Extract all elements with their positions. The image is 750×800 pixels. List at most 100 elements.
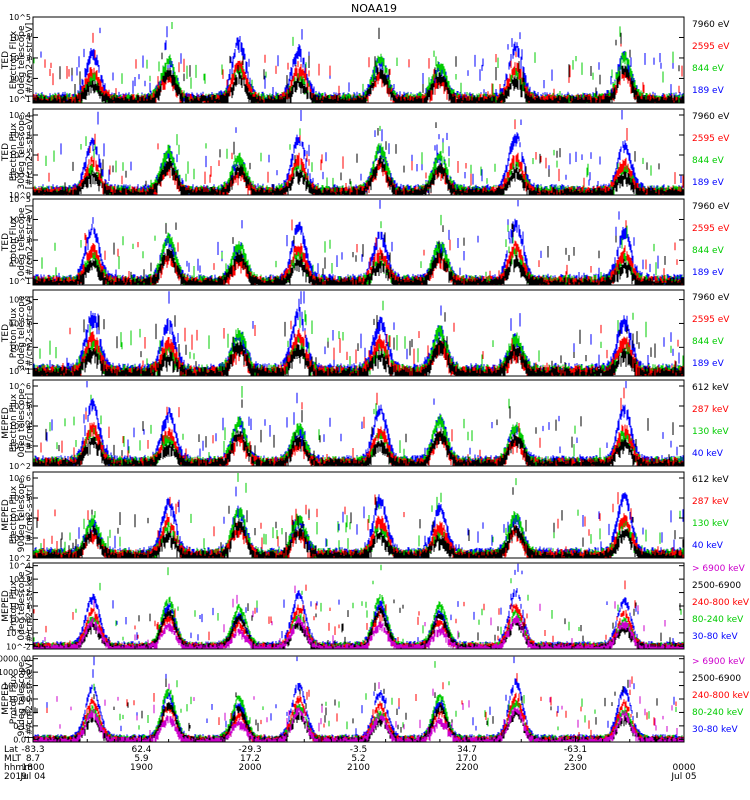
footer-tick-hhmm: 2000 <box>239 763 262 773</box>
panel-frame <box>32 16 685 104</box>
svg-text:Proton Flux: Proton Flux <box>9 216 19 267</box>
series-1-3 <box>33 22 684 103</box>
series-4-3 <box>33 300 684 376</box>
series-8-4 <box>33 661 684 742</box>
footer-tick-date: Jul 04 <box>19 772 45 782</box>
legend-6: 612 keV 287 keV 130 keV 40 keV <box>692 475 729 551</box>
y-tick-label: 10^1 <box>9 602 31 611</box>
legend-entry: 2595 eV <box>692 224 730 234</box>
svg-text:30deg telescope: 30deg telescope <box>17 295 27 370</box>
series-6-2 <box>33 492 684 558</box>
series-7-3 <box>33 580 684 649</box>
legend-entry: 844 eV <box>692 156 725 166</box>
y-tick-label: 0.10 <box>13 722 31 731</box>
y-tick-label: 10^-1 <box>6 629 31 638</box>
y-tick-label: 10^2 <box>9 554 31 563</box>
svg-text:TED: TED <box>1 143 11 162</box>
series-7-1 <box>33 585 684 649</box>
svg-text:MEPED: MEPED <box>1 499 11 531</box>
series-6-1 <box>33 487 684 558</box>
panel-8: 0.010.101.0010.00100.001000.0010000.00ME… <box>0 655 750 745</box>
series-3-1 <box>33 222 684 285</box>
legend-2: 7960 eV 2595 eV 844 eV 189 eV <box>692 112 730 188</box>
y-tick-label: 10^2 <box>9 74 31 83</box>
svg-text:0deg telescope: 0deg telescope <box>17 571 27 641</box>
y-tick-label: 10^5 <box>9 195 31 204</box>
y-tick-label: 100.00 <box>3 682 31 691</box>
footer-tick-date: Jul 05 <box>670 772 696 782</box>
y-tick-label: 10^2 <box>9 151 31 160</box>
svg-text:[#/cm2-s-str-keV]: [#/cm2-s-str-keV] <box>25 659 35 738</box>
y-tick-label: 10^6 <box>9 382 31 391</box>
series-1-2 <box>33 32 684 103</box>
y-tick-label: 10^3 <box>9 131 31 140</box>
svg-text:TED: TED <box>1 233 11 252</box>
y-tick-label: 10^2 <box>9 589 31 598</box>
series-6-3 <box>33 473 684 558</box>
footer-row-label: 2019 <box>4 772 27 782</box>
y-tick-label: 10^4 <box>9 422 31 431</box>
footer-row-label: MLT <box>4 754 22 764</box>
legend-entry: > 6900 keV <box>692 657 746 667</box>
footer-tick-mlt: 17.2 <box>240 754 260 764</box>
y-tick-label: 10000.00 <box>0 655 31 664</box>
y-tick-label: 1.00 <box>13 708 31 717</box>
legend-5: 612 keV 287 keV 130 keV 40 keV <box>692 383 729 459</box>
svg-text:Electron Flux: Electron Flux <box>9 30 19 89</box>
legend-entry: 189 eV <box>692 359 725 369</box>
legend-7: > 6900 keV 2500-6900 240-800 keV 80-240 keV… <box>692 564 750 642</box>
svg-text:TED: TED <box>1 51 11 70</box>
legend-entry: 612 keV <box>692 475 729 485</box>
svg-text:0deg telescope: 0deg telescope <box>17 207 27 277</box>
series-2-1 <box>33 122 684 195</box>
y-tick-label: 10^6 <box>9 474 31 483</box>
svg-text:Electron Flux: Electron Flux <box>9 122 19 181</box>
legend-entry: 844 eV <box>692 246 725 256</box>
y-tick-label: 10^4 <box>9 33 31 42</box>
footer-tick-hhmm: 2100 <box>347 763 370 773</box>
y-tick-label: 10^2 <box>9 256 31 265</box>
series-5-4 <box>33 381 684 466</box>
y-tick-label: 10^3 <box>9 319 31 328</box>
svg-text:MEPED: MEPED <box>1 407 11 439</box>
panel-frame <box>32 289 685 377</box>
legend-entry: 130 keV <box>692 427 729 437</box>
footer-tick-lat: 62.4 <box>131 745 151 755</box>
svg-text:90deg telescope: 90deg telescope <box>17 661 27 736</box>
svg-text:TED: TED <box>1 324 11 343</box>
svg-text:MEPED: MEPED <box>1 683 11 715</box>
legend-entry: 30-80 keV <box>692 632 738 642</box>
y-tick-label: 10^4 <box>9 514 31 523</box>
footer-tick-lat: -3.5 <box>350 745 368 755</box>
panel-frame <box>32 198 685 286</box>
y-tick-label: 10^-2 <box>6 642 31 651</box>
legend-entry: 80-240 keV <box>692 708 744 718</box>
plot-title: NOAA19 <box>351 2 397 15</box>
y-tick-label: 10^3 <box>9 575 31 584</box>
y-tick-label: 10^4 <box>9 296 31 305</box>
legend-entry: 2500-6900 <box>692 581 741 591</box>
legend-entry: 2595 eV <box>692 134 730 144</box>
y-tick-label: 10^3 <box>9 54 31 63</box>
legend-entry: 240-800 keV <box>692 598 750 608</box>
panel-frame <box>32 655 685 743</box>
legend-entry: 189 eV <box>692 178 725 188</box>
svg-text:Proton Flux: Proton Flux <box>9 307 19 358</box>
footer-tick-mlt: 5.2 <box>351 754 365 764</box>
svg-text:Proton Flux: Proton Flux <box>9 580 19 631</box>
y-tick-label: 10.00 <box>8 695 31 704</box>
footer-row-label: hhmm <box>4 763 33 773</box>
footer-tick-hhmm: 0000 <box>673 763 696 773</box>
legend-entry: 7960 eV <box>692 293 730 303</box>
legend-entry: 30-80 keV <box>692 725 738 735</box>
svg-text:[#/cm2-s-str-eV]: [#/cm2-s-str-eV] <box>25 23 35 98</box>
